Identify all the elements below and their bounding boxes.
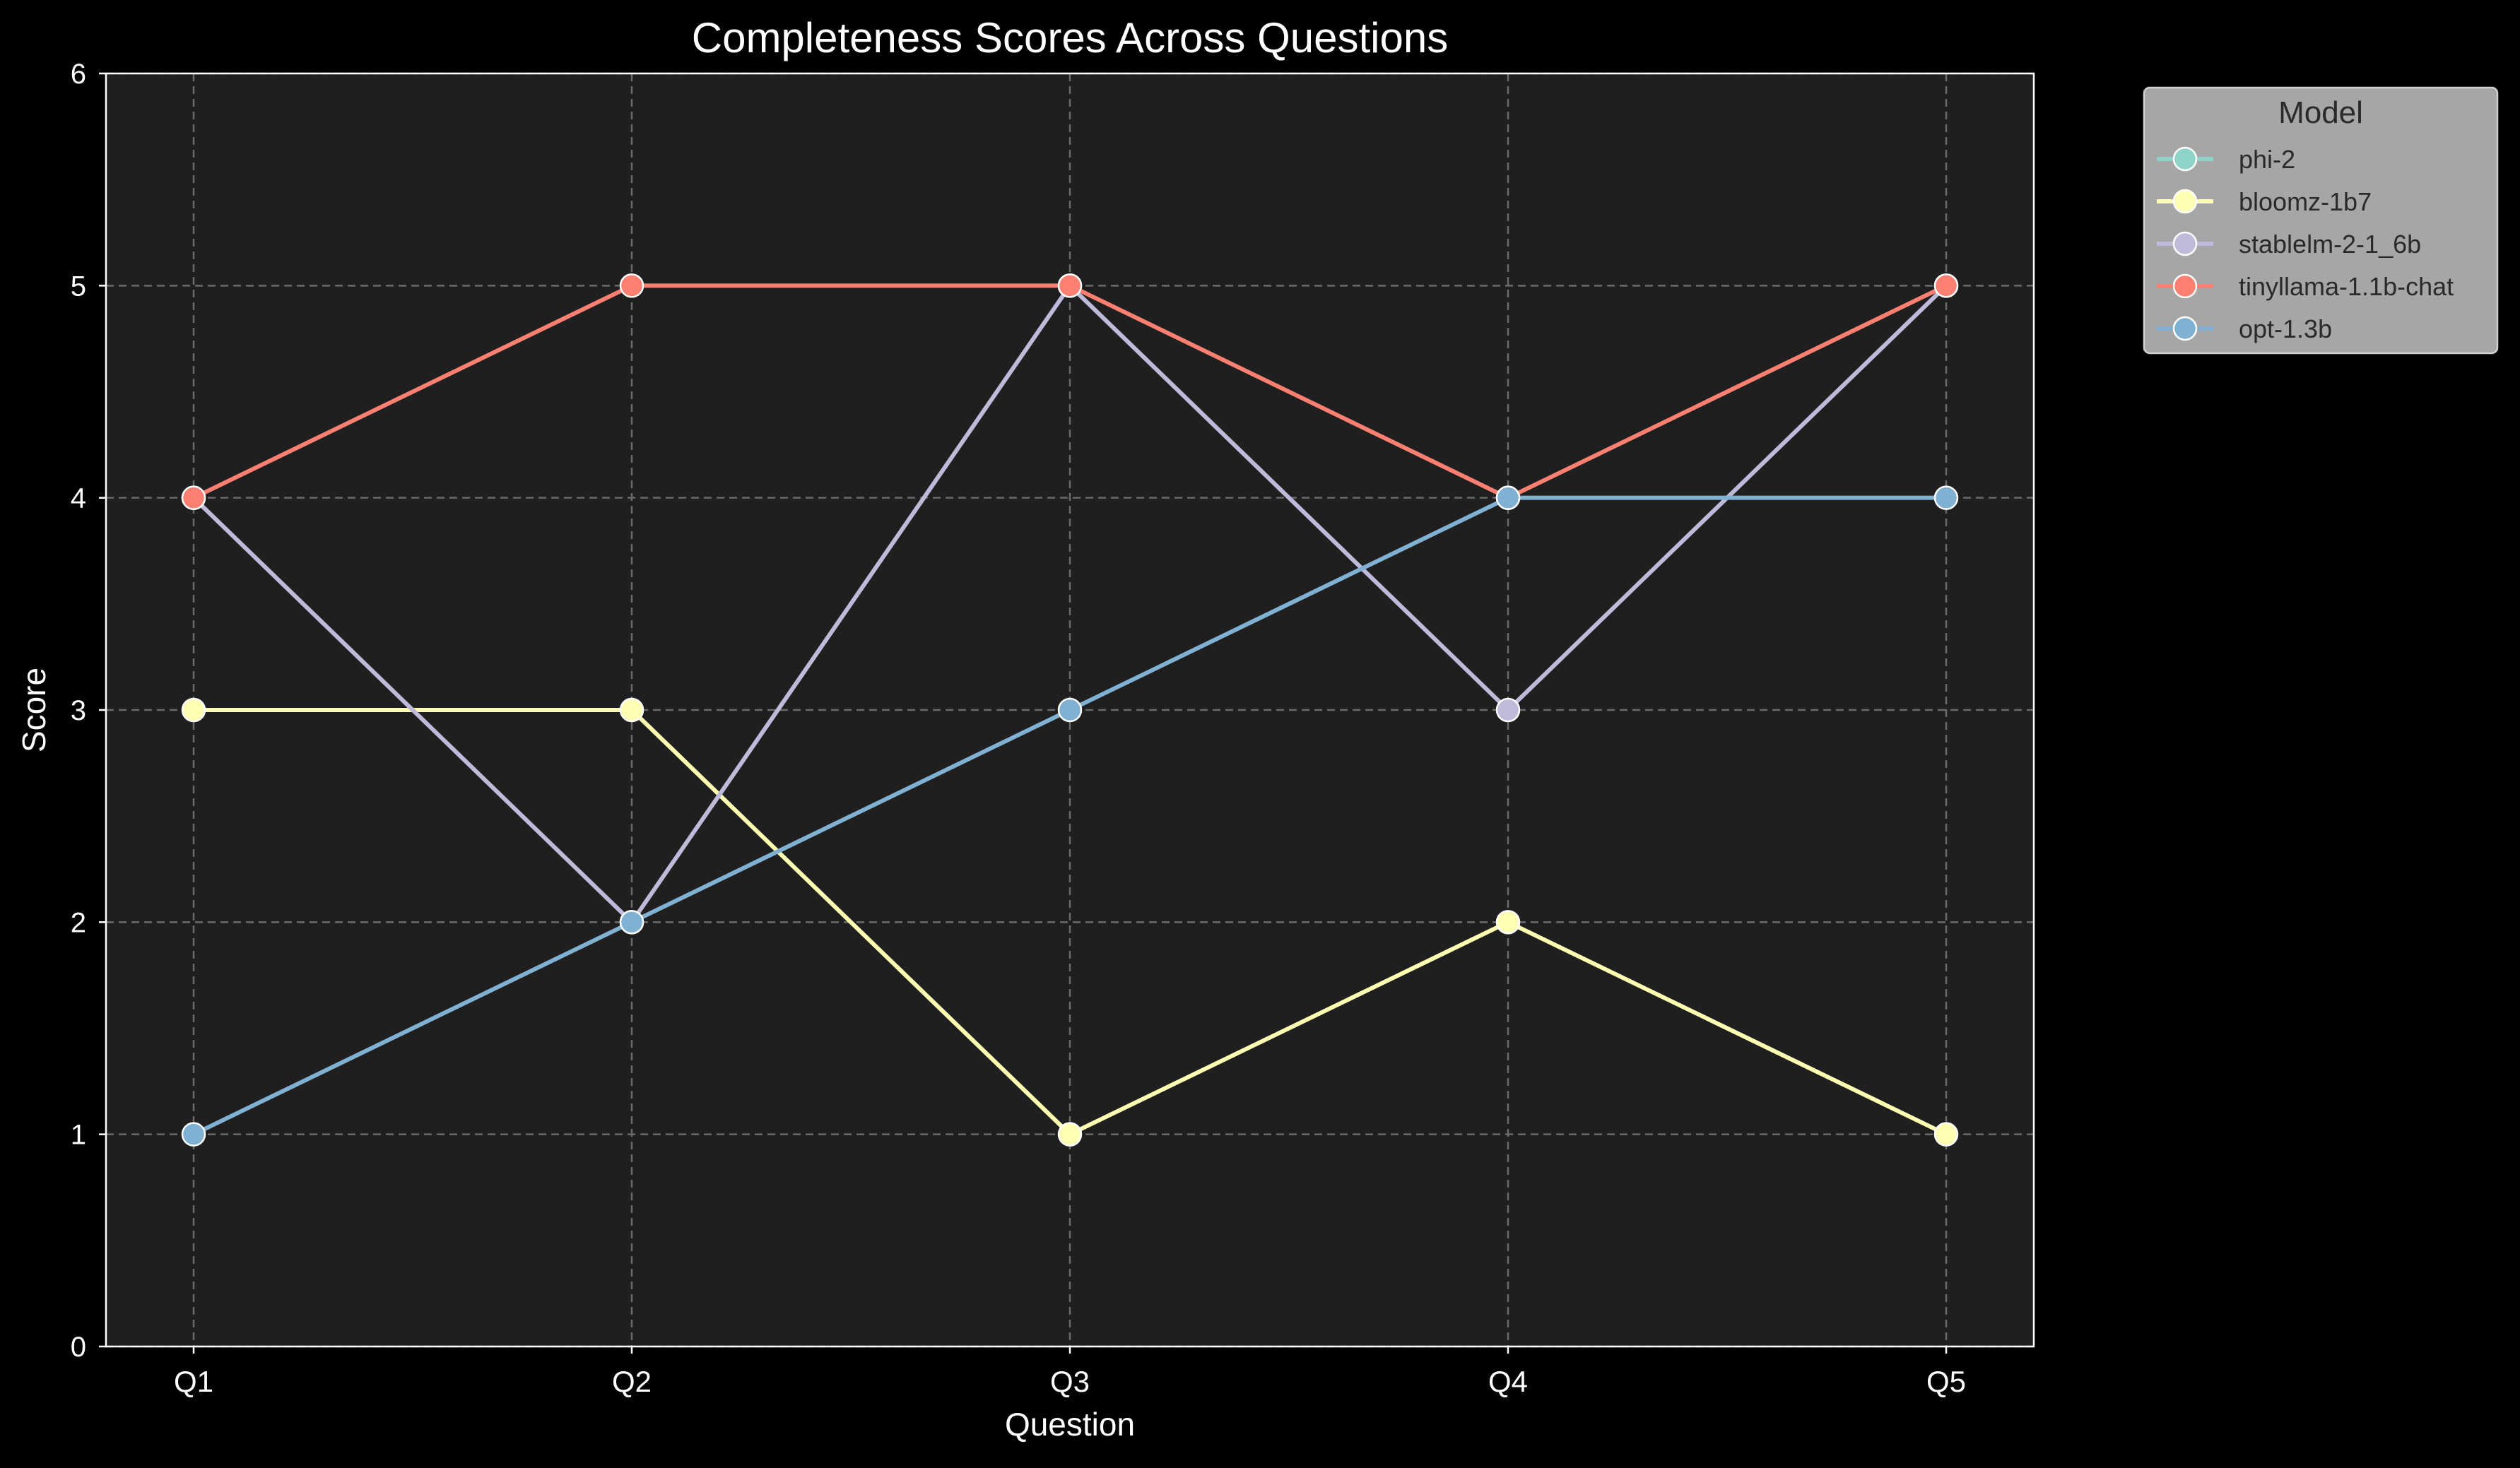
y-tick-label: 3 [71,695,86,726]
chart-title: Completeness Scores Across Questions [692,14,1448,61]
data-point [1933,485,1959,510]
y-tick-label: 5 [71,271,86,302]
legend-item-bloomz-1b7: bloomz-1b7 [2157,187,2372,216]
data-point [1933,1122,1959,1147]
data-point [1495,910,1521,935]
legend-label: stablelm-2-1_6b [2239,230,2421,259]
legend-box [2143,86,2499,355]
x-tick-label: Q4 [1488,1365,1528,1398]
data-point [619,697,644,723]
series-bloomz-1b7 [181,697,1959,1147]
data-point [1495,697,1521,723]
x-tick-label: Q5 [1926,1365,1966,1398]
series-lines [181,273,1959,1147]
data-point [181,1122,206,1147]
data-point [619,910,644,935]
data-point [1933,273,1959,298]
legend-label: tinyllama-1.1b-chat [2239,272,2454,301]
y-tick-label: 2 [71,907,86,938]
legend-marker [2172,316,2198,341]
legend-title: Model [2278,95,2363,130]
legend-label: opt-1.3b [2239,314,2332,343]
x-axis-label: Question [1005,1406,1135,1443]
x-tick-label: Q1 [174,1365,213,1398]
legend-item-stablelm-2-1-6b: stablelm-2-1_6b [2157,230,2421,259]
axis-ticks: 0 1 2 3 4 5 6 Q1 Q2 Q3 Q4 Q5 [71,59,1966,1398]
data-point [1057,273,1083,298]
legend-marker [2172,146,2198,172]
data-point [1057,1122,1083,1147]
data-point [1057,697,1083,723]
y-axis-label: Score [16,668,52,752]
data-point [619,273,644,298]
legend-item-opt-1-3b: opt-1.3b [2157,314,2332,343]
legend-items: phi-2 bloomz-1b7 stablelm-2-1_6b tinyllama-… [2157,145,2454,343]
legend-label: bloomz-1b7 [2239,187,2372,216]
data-point [181,697,206,723]
x-tick-label: Q3 [1050,1365,1090,1398]
legend-marker [2172,273,2198,299]
x-tick-label: Q2 [612,1365,652,1398]
legend-marker [2172,231,2198,256]
y-tick-label: 4 [71,483,86,514]
data-point [1495,485,1521,510]
y-tick-label: 0 [71,1332,86,1363]
legend-item-tinyllama-1-1b-chat: tinyllama-1.1b-chat [2157,272,2454,301]
data-point [181,485,206,510]
legend-item-phi-2: phi-2 [2157,145,2295,174]
y-tick-label: 6 [71,59,86,90]
series-opt-1-3b [181,485,1959,1147]
legend-marker [2172,189,2198,214]
legend: Model phi-2 bloomz-1b7 stablelm-2-1_6btiny… [2143,86,2499,355]
y-tick-label: 1 [71,1120,86,1151]
legend-label: phi-2 [2239,145,2295,174]
